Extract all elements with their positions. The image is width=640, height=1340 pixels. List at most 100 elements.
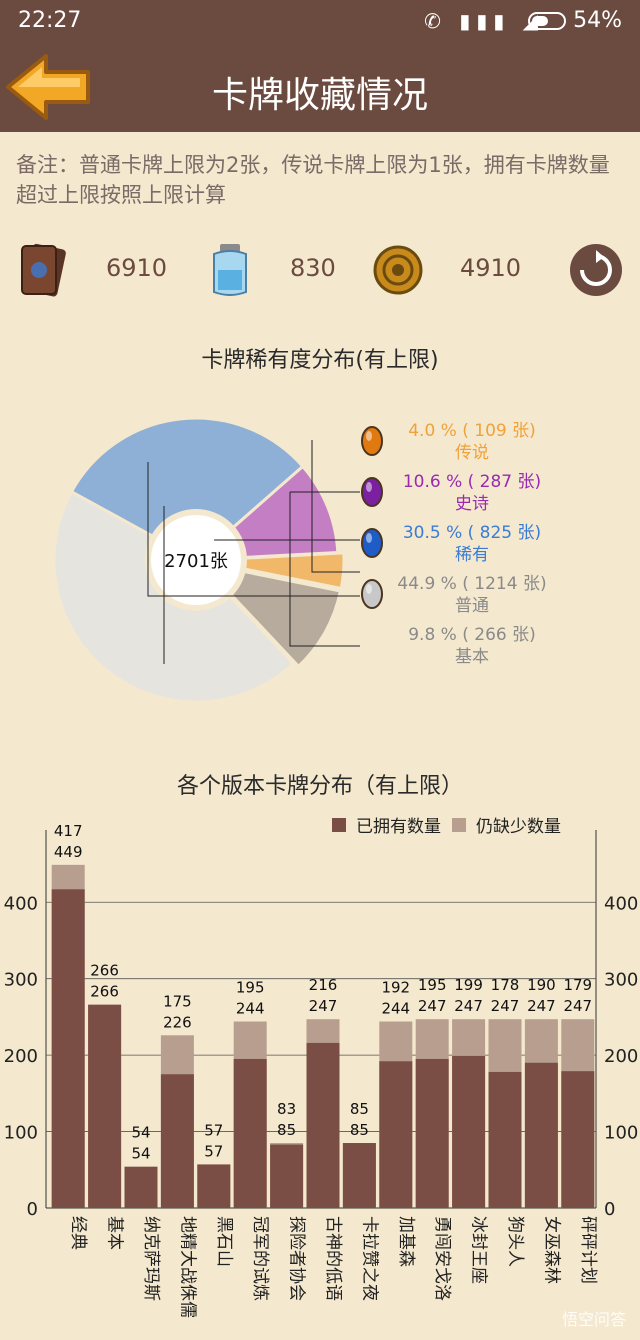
bar-owned-label: 179 [563, 976, 592, 994]
battery-percent: 54% [573, 8, 622, 33]
card-pack-icon [21, 243, 66, 297]
dust-count: 830 [290, 254, 336, 282]
bar-owned-label: 266 [90, 962, 119, 980]
pie-legend: 4.0 % ( 109 张) 传说 10.6 % ( 287 张) 史诗 30.5 % … [361, 420, 582, 680]
pie-legend-item: 9.8 % ( 266 张) 基本 [362, 624, 582, 668]
x-tick-label: 黑石山 [214, 1216, 234, 1267]
watermark-logo: 悟空问答 [561, 1310, 626, 1329]
bar-owned [160, 1074, 194, 1208]
pie-legend-item: 30.5 % ( 825 张) 稀有 [362, 522, 582, 566]
bar-owned [197, 1164, 231, 1208]
pie-center-label: 2701张 [164, 551, 228, 572]
x-tick-label: 狗头人 [505, 1216, 525, 1267]
bar-owned-label: 178 [491, 976, 520, 994]
x-tick-label: 基本 [105, 1216, 125, 1250]
pie-leader-line [289, 492, 360, 647]
y-tick-label-right: 200 [604, 1046, 638, 1067]
bar-owned-label: 192 [381, 979, 410, 997]
gold-count: 4910 [460, 254, 522, 282]
pie-legend-item: 44.9 % ( 1214 张) 普通 [362, 573, 582, 617]
x-tick-label: 探险者协会 [287, 1216, 307, 1301]
bar-owned-label: 195 [418, 976, 447, 994]
bar-owned-label: 85 [350, 1100, 369, 1118]
pie-legend-item: 10.6 % ( 287 张) 史诗 [362, 471, 582, 515]
status-bar: 22:27 ✆ ▮▮▮ ◢ 54% [0, 0, 640, 44]
bar-total-label: 85 [350, 1121, 369, 1139]
gold-coin-icon [373, 245, 423, 295]
bar-owned [379, 1061, 413, 1208]
bar-total-label: 247 [454, 997, 483, 1015]
x-tick-label: 纳克萨玛斯 [141, 1216, 161, 1301]
status-time: 22:27 [18, 8, 82, 33]
bar-total-label: 449 [54, 843, 83, 861]
bar-owned [452, 1055, 486, 1208]
legend-swatch [332, 818, 346, 832]
pie-leader-line [147, 462, 360, 597]
y-tick-label-left: 300 [4, 970, 38, 991]
y-tick-label-right: 400 [604, 893, 638, 914]
bar-total-label: 266 [90, 983, 119, 1001]
x-tick-label: 加基森 [396, 1216, 416, 1267]
refresh-icon [570, 244, 622, 296]
pie-legend-percent: 30.5 % ( 825 张) [402, 523, 542, 543]
bar-total-label: 247 [309, 997, 338, 1015]
x-tick-label: 卡拉赞之夜 [359, 1216, 379, 1301]
x-tick-label: 经典 [68, 1216, 88, 1250]
y-tick-label-left: 400 [4, 893, 38, 914]
pie-legend-name: 史诗 [455, 494, 489, 514]
status-icons: ✆ ▮▮▮ ◢ [424, 9, 544, 33]
bar-total-label: 226 [163, 1013, 192, 1031]
gem-稀有-icon [361, 528, 383, 558]
pie-legend-name: 传说 [455, 443, 489, 463]
bar-owned-label: 175 [163, 992, 192, 1010]
pie-legend-percent: 4.0 % ( 109 张) [408, 421, 536, 441]
y-tick-label-right: 0 [604, 1199, 615, 1220]
refresh-button[interactable] [566, 240, 626, 300]
bar-owned [524, 1062, 558, 1208]
bar-total-label: 247 [527, 997, 556, 1015]
legend-label: 仍缺少数量 [476, 817, 561, 837]
legend-label: 已拥有数量 [356, 817, 441, 837]
bar-owned-label: 190 [527, 976, 556, 994]
battery-icon [528, 12, 566, 30]
bar-owned [561, 1071, 595, 1208]
x-tick-label: 古神的低语 [323, 1216, 343, 1301]
pie-slice-稀有 [69, 416, 305, 562]
pie-legend-name: 基本 [455, 647, 489, 667]
gem-传说-icon [361, 426, 383, 456]
card-pack-resource: 6910 [14, 240, 167, 300]
bar-total-label: 244 [236, 1000, 265, 1018]
arcane-dust-icon [213, 244, 247, 296]
bar-total-label: 54 [131, 1145, 150, 1163]
x-tick-label: 地精大战侏儒 [177, 1216, 197, 1318]
gold-resource: 4910 [370, 240, 530, 300]
note-text: 备注：普通卡牌上限为2张，传说卡牌上限为1张，拥有卡牌数量超过上限按照上限计算 [16, 153, 610, 207]
bar-total-label: 247 [491, 997, 520, 1015]
bar-owned-label: 199 [454, 976, 483, 994]
x-tick-label: 勇闯安戈洛 [432, 1216, 452, 1301]
y-tick-label-left: 0 [27, 1199, 38, 1220]
gem-史诗-icon [361, 477, 383, 507]
bar-total-label: 244 [381, 1000, 410, 1018]
bar-owned-label: 57 [204, 1121, 223, 1139]
bar-total-label: 247 [418, 997, 447, 1015]
bar-owned-label: 216 [309, 976, 338, 994]
bar-chart-title: 各个版本卡牌分布（有上限） [176, 774, 463, 799]
bar-owned-label: 54 [131, 1124, 150, 1142]
back-arrow-icon [6, 54, 90, 120]
pie-legend-percent: 44.9 % ( 1214 张) [397, 574, 547, 594]
x-tick-label: 砰砰计划 [578, 1216, 598, 1284]
pack-count: 6910 [106, 254, 168, 282]
pie-legend-name: 稀有 [455, 545, 489, 565]
x-tick-label: 女巫森林 [541, 1216, 561, 1284]
pie-legend-percent: 9.8 % ( 266 张) [408, 625, 536, 645]
y-tick-label-left: 200 [4, 1046, 38, 1067]
x-tick-label: 冰封王座 [469, 1216, 489, 1284]
back-button[interactable] [4, 52, 92, 122]
legend-swatch [452, 818, 466, 832]
bar-owned [270, 1144, 304, 1208]
bar-owned [51, 889, 85, 1208]
bar-owned [306, 1042, 340, 1208]
bar-owned-label: 417 [54, 822, 83, 840]
